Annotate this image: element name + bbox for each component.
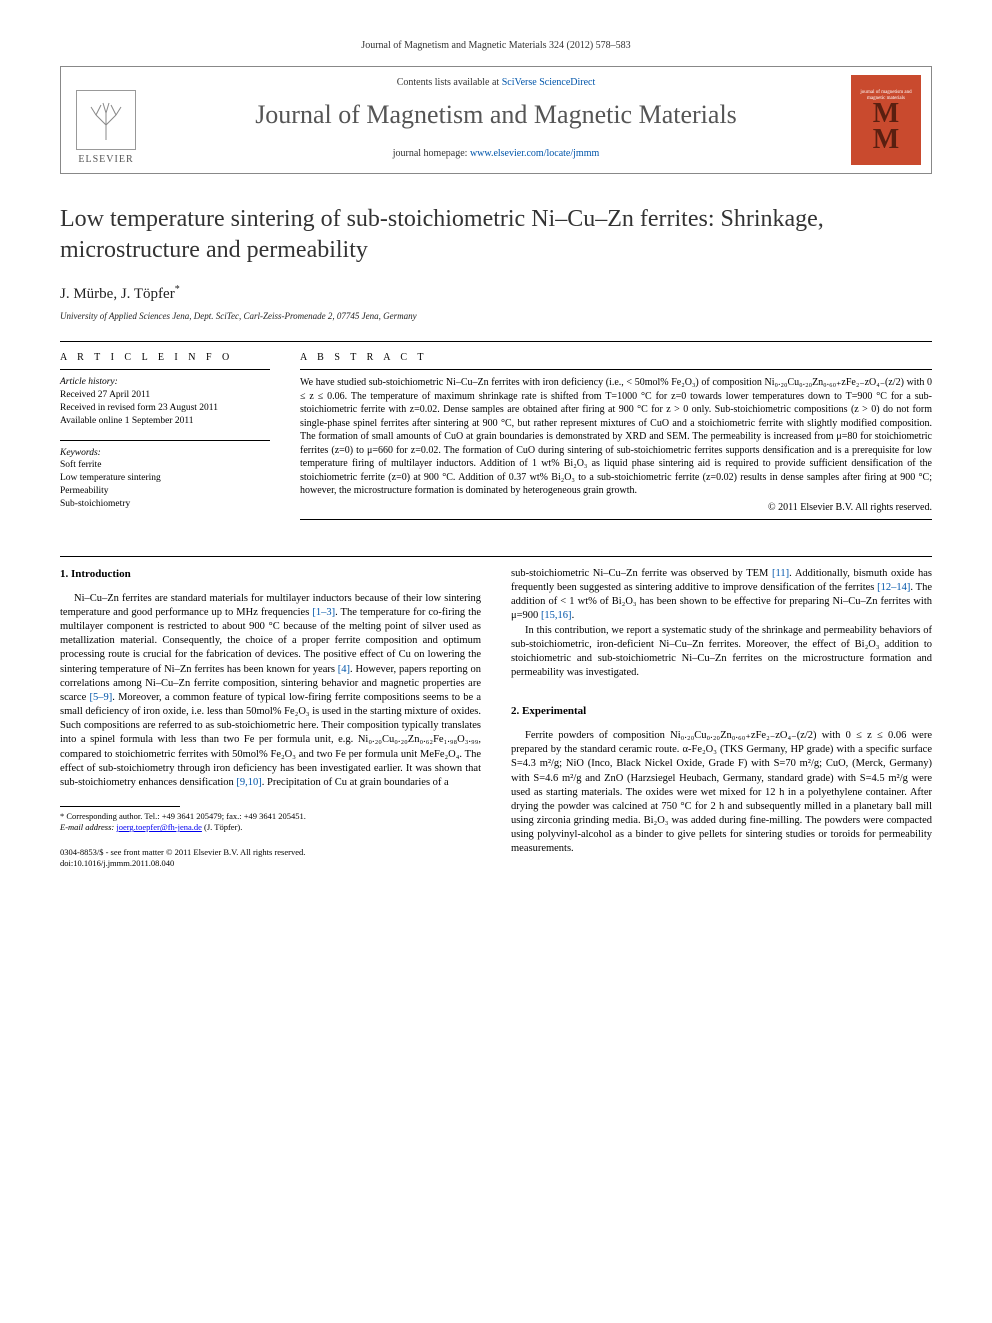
intro-paragraph: In this contribution, we report a system…	[511, 624, 932, 681]
issn-line: 0304-8853/$ - see front matter © 2011 El…	[60, 847, 481, 858]
online-date: Available online 1 September 2011	[60, 415, 270, 428]
journal-homepage-line: journal homepage: www.elsevier.com/locat…	[161, 148, 831, 159]
contents-available-line: Contents lists available at SciVerse Sci…	[161, 77, 831, 88]
received-date: Received 27 April 2011	[60, 389, 270, 402]
info-rule	[60, 369, 270, 370]
section-divider	[60, 556, 932, 557]
article-info-heading: A R T I C L E I N F O	[60, 352, 270, 363]
abstract-rule	[300, 369, 932, 370]
citation-link[interactable]: [1–3]	[312, 607, 335, 618]
abstract-column: A B S T R A C T We have studied sub-stoi…	[300, 352, 932, 526]
keywords-block: Keywords: Soft ferrite Low temperature s…	[60, 447, 270, 511]
email-label: E-mail address:	[60, 822, 116, 832]
footnote-separator	[60, 806, 180, 807]
abstract-heading: A B S T R A C T	[300, 352, 932, 363]
homepage-prefix: journal homepage:	[393, 148, 470, 159]
body-text: . Precipitation of Cu at grain boundarie…	[262, 777, 449, 788]
section-heading-introduction: 1. Introduction	[60, 567, 481, 582]
keyword: Soft ferrite	[60, 459, 270, 472]
email-suffix: (J. Töpfer).	[202, 822, 242, 832]
masthead-center: Contents lists available at SciVerse Sci…	[151, 67, 841, 173]
author-list: J. Mürbe, J. Töpfer*	[60, 284, 932, 303]
abstract-copyright: © 2011 Elsevier B.V. All rights reserved…	[300, 502, 932, 513]
footnote-email-line: E-mail address: joerg.toepfer@fh-jena.de…	[60, 822, 481, 833]
sciencedirect-link[interactable]: SciVerse ScienceDirect	[502, 77, 596, 88]
publisher-label: ELSEVIER	[78, 154, 133, 165]
body-text: .	[572, 610, 575, 621]
history-label: Article history:	[60, 376, 270, 389]
footnote-contact: * Corresponding author. Tel.: +49 3641 2…	[60, 811, 481, 822]
body-text: . Moreover, a common feature of typical …	[60, 692, 481, 788]
article-info-column: A R T I C L E I N F O Article history: R…	[60, 352, 270, 526]
section-heading-experimental: 2. Experimental	[511, 704, 932, 719]
journal-masthead: ELSEVIER Contents lists available at Sci…	[60, 66, 932, 174]
keyword: Sub-stoichiometry	[60, 498, 270, 511]
footer-block: 0304-8853/$ - see front matter © 2011 El…	[60, 847, 481, 869]
article-history-block: Article history: Received 27 April 2011 …	[60, 376, 270, 427]
journal-cover-icon: journal of magnetism and magnetic materi…	[851, 75, 921, 165]
corresponding-author-footnote: * Corresponding author. Tel.: +49 3641 2…	[60, 811, 481, 833]
cover-m-glyph: M	[873, 101, 899, 126]
intro-paragraph: Ni–Cu–Zn ferrites are standard materials…	[60, 592, 481, 790]
section-spacer	[511, 680, 932, 704]
body-text: sub-stoichiometric Ni–Cu–Zn ferrite was …	[511, 568, 772, 579]
journal-homepage-link[interactable]: www.elsevier.com/locate/jmmm	[470, 148, 599, 159]
journal-name: Journal of Magnetism and Magnetic Materi…	[161, 100, 831, 130]
citation-link[interactable]: [5–9]	[89, 692, 112, 703]
elsevier-tree-icon	[76, 90, 136, 150]
abstract-rule-bottom	[300, 519, 932, 520]
experimental-paragraph: Ferrite powders of composition Ni₀.₂₀Cu₀…	[511, 729, 932, 857]
info-rule	[60, 440, 270, 441]
publisher-block: ELSEVIER	[61, 67, 151, 173]
citation-link[interactable]: [4]	[338, 664, 350, 675]
body-right-column: sub-stoichiometric Ni–Cu–Zn ferrite was …	[511, 567, 932, 869]
contents-prefix: Contents lists available at	[397, 77, 502, 88]
section-divider	[60, 341, 932, 342]
citation-link[interactable]: [15,16]	[541, 610, 572, 621]
revised-date: Received in revised form 23 August 2011	[60, 402, 270, 415]
citation-link[interactable]: [11]	[772, 568, 789, 579]
abstract-text: We have studied sub-stoichiometric Ni–Cu…	[300, 376, 932, 498]
authors-text: J. Mürbe, J. Töpfer	[60, 286, 175, 302]
author-email-link[interactable]: joerg.toepfer@fh-jena.de	[116, 822, 202, 832]
intro-paragraph-cont: sub-stoichiometric Ni–Cu–Zn ferrite was …	[511, 567, 932, 624]
cover-thumbnail-block: journal of magnetism and magnetic materi…	[841, 67, 931, 173]
citation-link[interactable]: [12–14]	[877, 582, 910, 593]
article-title: Low temperature sintering of sub-stoichi…	[60, 204, 932, 266]
running-header: Journal of Magnetism and Magnetic Materi…	[60, 40, 932, 51]
cover-m-glyph: M	[873, 127, 899, 152]
keyword: Low temperature sintering	[60, 472, 270, 485]
body-left-column: 1. Introduction Ni–Cu–Zn ferrites are st…	[60, 567, 481, 869]
body-two-column: 1. Introduction Ni–Cu–Zn ferrites are st…	[60, 567, 932, 869]
keywords-label: Keywords:	[60, 447, 270, 460]
citation-link[interactable]: [9,10]	[236, 777, 261, 788]
corresponding-marker: *	[175, 284, 180, 295]
keyword: Permeability	[60, 485, 270, 498]
doi-line: doi:10.1016/j.jmmm.2011.08.040	[60, 858, 481, 869]
info-abstract-row: A R T I C L E I N F O Article history: R…	[60, 352, 932, 526]
affiliation: University of Applied Sciences Jena, Dep…	[60, 311, 932, 321]
